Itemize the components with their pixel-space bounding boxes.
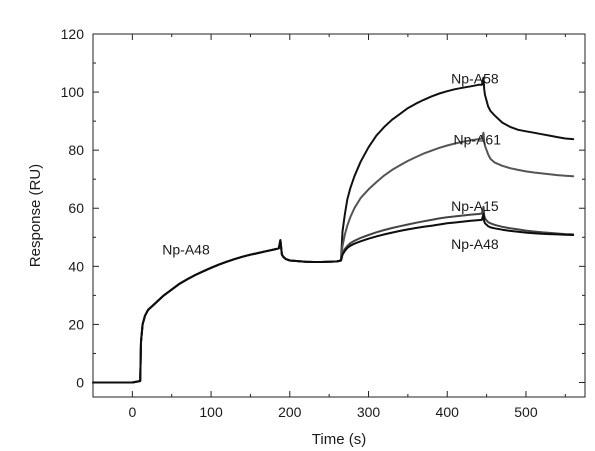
- y-axis-title: Response (RU): [27, 164, 44, 267]
- x-tick-label: 300: [357, 404, 381, 420]
- curve-label-np-a15: Np-A15: [451, 198, 499, 214]
- x-tick-label: 400: [436, 404, 460, 420]
- y-tick-label: 20: [68, 316, 84, 332]
- axis-ticks: [92, 33, 585, 397]
- y-tick-label: 40: [68, 258, 84, 274]
- y-tick-label: 120: [61, 26, 85, 42]
- curve-label-np-a48: Np-A48: [162, 242, 210, 258]
- y-tick-label: 60: [68, 200, 84, 216]
- series-line-np-a48: [92, 213, 575, 384]
- x-tick-label: 500: [514, 404, 538, 420]
- plot-frame: [92, 33, 586, 398]
- curve-annotations: Np-A58 Np-A61 Np-A15 Np-A48 Np-A48: [162, 70, 501, 257]
- curve-label-np-a61: Np-A61: [454, 131, 502, 147]
- series-lines: [92, 76, 575, 384]
- x-axis-title: Time (s): [312, 431, 366, 448]
- y-tick-label: 0: [76, 374, 84, 390]
- curve-label-np-a48: Np-A48: [451, 236, 499, 252]
- y-tick-label: 100: [61, 84, 85, 100]
- x-tick-label: 100: [199, 404, 223, 420]
- tick-labels: 0 100 200 300 400 500 0 20 40 60 80 100 120: [61, 26, 538, 420]
- curve-label-np-a58: Np-A58: [451, 70, 499, 86]
- x-tick-label: 200: [278, 404, 302, 420]
- x-tick-label: 0: [128, 404, 136, 420]
- y-tick-label: 80: [68, 142, 84, 158]
